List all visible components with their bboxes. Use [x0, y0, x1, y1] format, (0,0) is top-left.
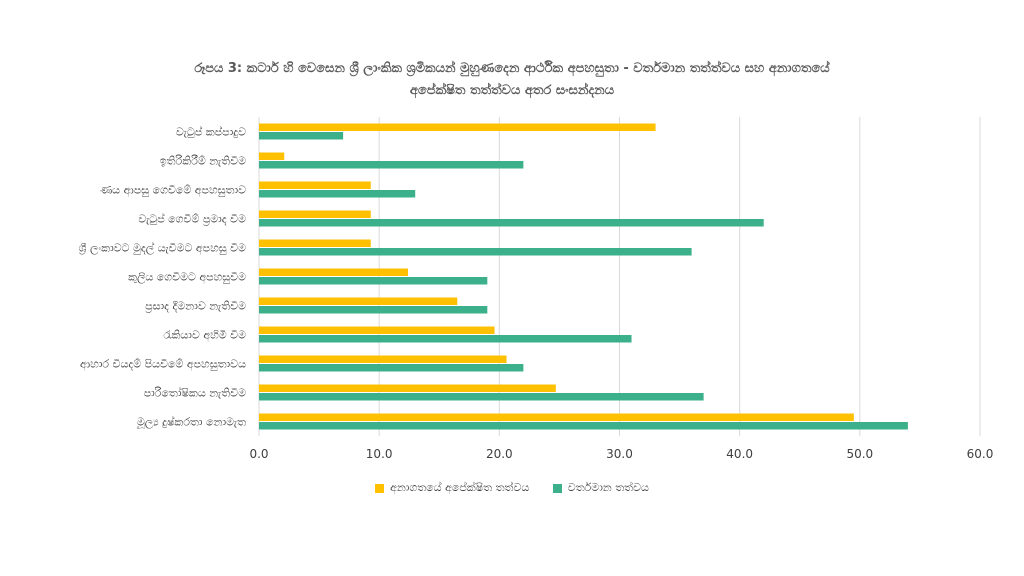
bar-future [259, 384, 556, 392]
bar-current [259, 422, 908, 430]
legend-label-future: අනාගතයේ අපේක්ෂිත තත්වය [390, 481, 530, 494]
bar-future [259, 326, 495, 334]
category-label: පාරිතෝෂිකය නැතිවීම [144, 386, 246, 400]
category-label: ශ්‍රී ලංකාවට මුදල් යැවීමට අපහසු වීම [78, 240, 246, 255]
x-tick-label: 20.0 [486, 447, 513, 461]
category-label: මූල්‍ය දුෂ්කරතා නොමැත [137, 414, 246, 429]
chart-legend: අනාගතයේ අපේක්ෂිත තත්වය වර්තමාන තත්වය [0, 481, 1024, 496]
x-tick-label: 30.0 [606, 447, 633, 461]
category-label: වැටුප් කප්පාදුව [176, 124, 246, 138]
legend-swatch-current [552, 483, 562, 493]
bar-future [259, 355, 507, 363]
bar-future [259, 297, 458, 305]
bar-current [259, 277, 488, 285]
legend-swatch-future [375, 483, 385, 493]
x-tick-label: 60.0 [967, 447, 994, 461]
category-label: ණය ආපසු ගෙවීමේ අපහසුතාව [100, 184, 246, 198]
bar-future [259, 210, 371, 218]
chart-title: රූපය 3: කටාර් හි වෙසෙන ශ්‍රී ලාංකික ශ්‍ර… [80, 58, 944, 102]
bar-future [259, 152, 285, 160]
bar-current [259, 393, 704, 401]
x-tick-label: 0.0 [249, 447, 268, 461]
category-label: ප්‍රසාද දීමනාව නැතිවීම [145, 300, 246, 313]
bar-current [259, 364, 524, 372]
x-tick-label: 10.0 [366, 447, 393, 461]
bar-future [259, 181, 371, 189]
bar-current [259, 248, 692, 256]
chart-title-line-2: අපේක්ෂිත තත්ත්වය අතර සංසන්දනය [409, 83, 615, 98]
category-label: රැකියාව අහිමි වීම [163, 329, 246, 343]
bar-current [259, 190, 416, 198]
category-label: වැටුප් ගෙවීම් ප්‍රමාද වීම [138, 211, 246, 226]
bar-current [259, 306, 488, 314]
category-label: කුලිය ගෙවීමට අපහසුවීම [128, 271, 246, 285]
legend-label-current: වර්තමාන තත්වය [567, 481, 649, 494]
bar-future [259, 123, 656, 131]
bar-future [259, 268, 409, 276]
category-label: ඉතිරිකිරීම් නැතිවීම [160, 155, 246, 168]
bar-current [259, 161, 524, 169]
legend-item-current: වර්තමාන තත්වය [552, 481, 649, 495]
x-tick-label: 40.0 [726, 447, 753, 461]
bar-current [259, 335, 632, 343]
bar-future [259, 239, 371, 247]
chart-title-line-1: රූපය 3: කටාර් හි වෙසෙන ශ්‍රී ලාංකික ශ්‍ර… [194, 61, 830, 76]
category-label: ආහාර වියදම් පියවීමේ අපහසුතාවය [80, 358, 246, 372]
bar-future [259, 413, 854, 421]
bar-current [259, 219, 764, 227]
x-tick-label: 50.0 [846, 447, 873, 461]
bar-current [259, 132, 344, 140]
legend-item-future: අනාගතයේ අපේක්ෂිත තත්වය [375, 481, 529, 495]
